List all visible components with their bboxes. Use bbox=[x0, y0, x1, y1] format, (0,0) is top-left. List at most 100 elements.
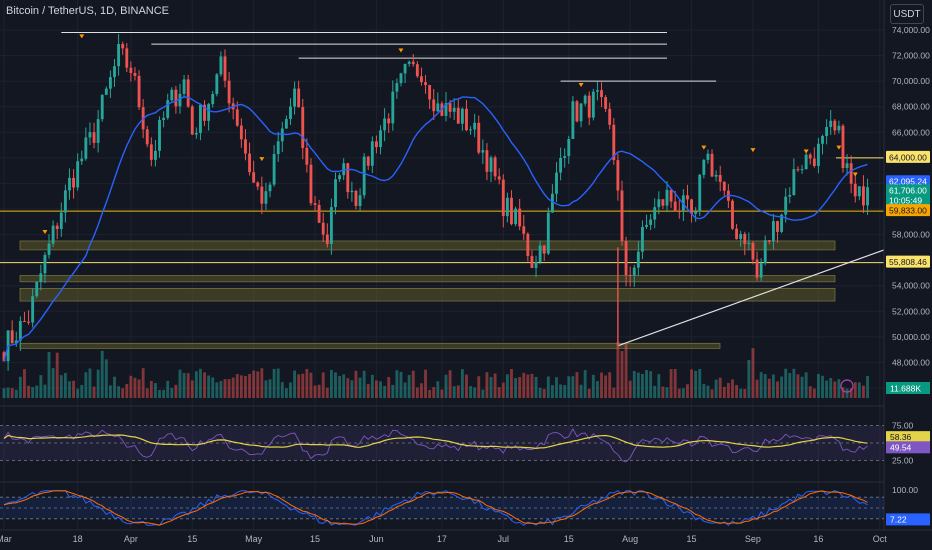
candle-body bbox=[550, 193, 554, 213]
candle-body bbox=[354, 190, 358, 206]
candle-body bbox=[862, 186, 865, 206]
price-badge bbox=[886, 255, 930, 268]
candle-body bbox=[104, 88, 108, 95]
volume-bar bbox=[43, 384, 47, 398]
lightning-icon bbox=[840, 379, 854, 393]
volume-bar bbox=[456, 385, 460, 398]
candle-body bbox=[121, 43, 125, 49]
x-tick-label: Sep bbox=[745, 534, 761, 544]
volume-bar bbox=[108, 385, 112, 398]
volume-bar bbox=[190, 380, 194, 398]
price-badge-label: 64,000.00 bbox=[889, 152, 927, 162]
volume-bar bbox=[665, 387, 669, 398]
signal-marker bbox=[259, 157, 265, 162]
candle-body bbox=[92, 132, 96, 143]
volume-bar bbox=[55, 352, 59, 398]
volume-bar bbox=[669, 369, 673, 398]
candle-body bbox=[587, 95, 591, 118]
volume-bar bbox=[125, 384, 129, 398]
candle-body bbox=[256, 182, 260, 187]
signal-marker bbox=[42, 230, 48, 235]
volume-bar bbox=[379, 381, 382, 398]
candle-body bbox=[542, 245, 546, 254]
rsi-band bbox=[0, 425, 884, 461]
x-tick-label: 15 bbox=[310, 534, 320, 544]
candle-body bbox=[203, 104, 206, 121]
volume-bar bbox=[657, 374, 661, 398]
volume-bar bbox=[92, 386, 96, 398]
volume-bar bbox=[465, 374, 468, 398]
candle-body bbox=[735, 228, 739, 240]
candle-body bbox=[759, 263, 763, 278]
volume-bar bbox=[645, 370, 648, 398]
candle-body bbox=[428, 85, 432, 100]
volume-bar bbox=[755, 379, 759, 398]
candle-body bbox=[485, 150, 489, 172]
candle-body bbox=[166, 100, 170, 118]
volume-bar bbox=[849, 388, 853, 398]
candle-body bbox=[661, 199, 665, 206]
volume-bar bbox=[583, 370, 587, 398]
candle-body bbox=[808, 154, 812, 159]
candle-body bbox=[825, 126, 829, 136]
candle-body bbox=[117, 43, 121, 67]
volume-bar bbox=[231, 377, 235, 398]
price-badge bbox=[886, 204, 930, 217]
signal-marker bbox=[852, 172, 858, 177]
volume-bar bbox=[2, 388, 6, 398]
candle-body bbox=[239, 125, 243, 140]
candle-body bbox=[342, 163, 346, 176]
volume-bar bbox=[690, 369, 693, 398]
candle-body bbox=[722, 181, 726, 191]
volume-bar bbox=[616, 341, 620, 398]
volume-bar bbox=[174, 384, 178, 398]
volume-bar bbox=[796, 374, 800, 398]
candle-body bbox=[604, 97, 608, 109]
rsi-ma-line bbox=[3, 434, 868, 450]
candle-body bbox=[272, 154, 276, 185]
volume-bar bbox=[280, 382, 284, 398]
volume-bar bbox=[272, 368, 276, 398]
volume-bar bbox=[207, 375, 211, 398]
volume-bar bbox=[301, 373, 305, 398]
volume-bar bbox=[452, 386, 456, 398]
candle-body bbox=[235, 109, 239, 126]
candle-body bbox=[505, 197, 509, 217]
candle-body bbox=[477, 122, 481, 153]
volume-bar bbox=[722, 386, 726, 398]
volume-bar bbox=[370, 374, 374, 398]
candle-body bbox=[334, 179, 337, 208]
volume-bar bbox=[726, 382, 730, 398]
candle-body bbox=[853, 183, 857, 197]
stoch-badge bbox=[886, 513, 930, 526]
candle-body bbox=[411, 61, 415, 65]
volume-bar bbox=[383, 385, 387, 398]
volume-bar bbox=[550, 385, 554, 398]
volume-bar bbox=[387, 377, 391, 398]
volume-bar bbox=[866, 375, 869, 398]
volume-bar bbox=[567, 376, 571, 398]
volume-bar bbox=[612, 387, 616, 398]
signal-marker bbox=[398, 48, 404, 53]
volume-bar bbox=[260, 368, 264, 398]
candle-body bbox=[329, 207, 333, 245]
volume-bar bbox=[530, 373, 534, 398]
candle-body bbox=[579, 103, 583, 122]
candle-body bbox=[702, 159, 706, 175]
candle-body bbox=[694, 211, 698, 214]
price-badge bbox=[886, 194, 930, 207]
volume-bar bbox=[264, 380, 268, 398]
volume-bar bbox=[518, 377, 522, 398]
y-tick-label: 68,000.00 bbox=[892, 102, 930, 112]
candle-body bbox=[96, 119, 100, 143]
currency-button[interactable]: USDT bbox=[890, 4, 924, 24]
rsi-ma-badge bbox=[886, 431, 930, 444]
volume-bar bbox=[546, 376, 550, 398]
candle-body bbox=[350, 190, 354, 193]
signal-marker bbox=[836, 145, 842, 150]
volume-bar bbox=[841, 387, 845, 398]
candle-body bbox=[800, 169, 804, 171]
volume-bar bbox=[747, 359, 751, 398]
